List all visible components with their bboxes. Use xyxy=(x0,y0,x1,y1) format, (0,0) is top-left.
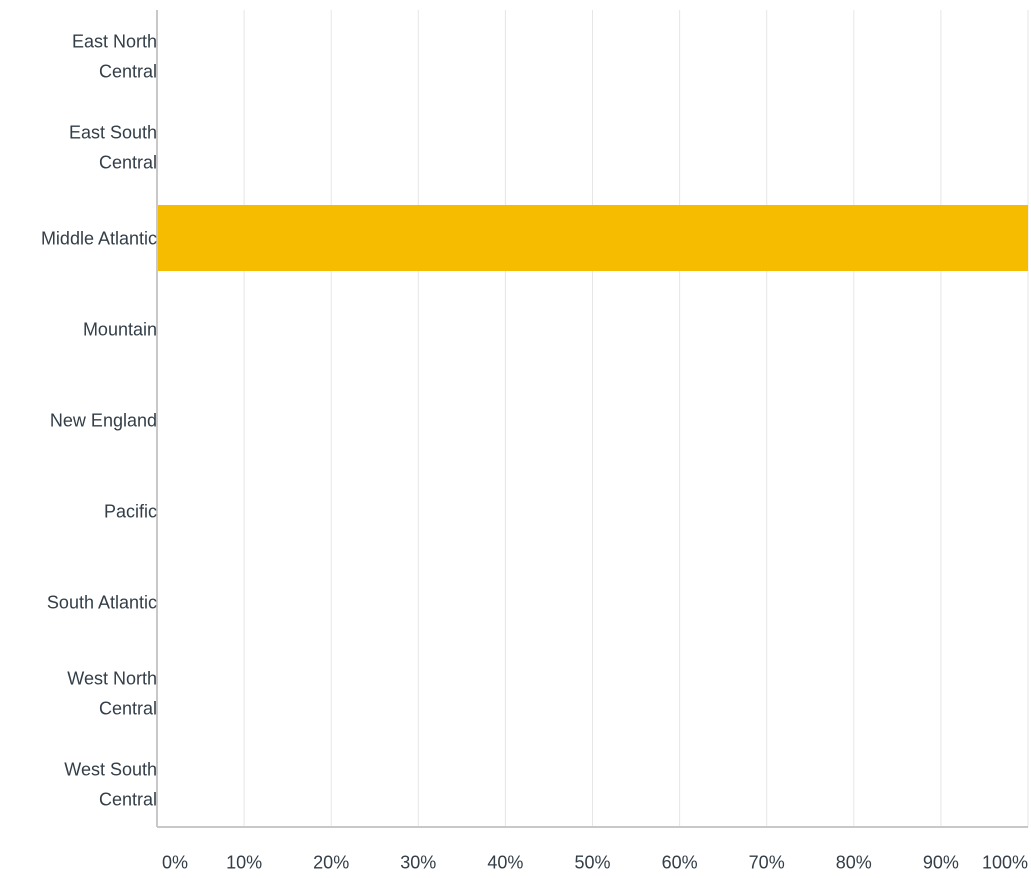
x-tick-label: 40% xyxy=(487,852,523,872)
gridlines xyxy=(243,10,1029,827)
x-tick-label: 90% xyxy=(923,852,959,872)
x-tick-label: 20% xyxy=(313,852,349,872)
bars xyxy=(157,205,1028,271)
x-tick-label: 100% xyxy=(982,852,1028,872)
axes xyxy=(156,10,1028,828)
x-tick-label: 0% xyxy=(162,852,188,872)
category-label: East North Central xyxy=(72,31,157,81)
x-tick-label: 70% xyxy=(749,852,785,872)
category-label: West North Central xyxy=(67,668,157,718)
category-label: Pacific xyxy=(104,501,157,521)
category-label: South Atlantic xyxy=(47,592,157,612)
bar[interactable] xyxy=(157,205,1028,271)
x-tick-label: 60% xyxy=(662,852,698,872)
x-tick-label: 80% xyxy=(836,852,872,872)
category-label: East South Central xyxy=(69,122,157,172)
x-tick-label: 50% xyxy=(574,852,610,872)
x-tick-label: 10% xyxy=(226,852,262,872)
category-label: West South Central xyxy=(64,759,157,809)
x-tick-label: 30% xyxy=(400,852,436,872)
category-label: Mountain xyxy=(83,319,157,339)
category-labels: East North Central East South Central Middle… xyxy=(41,31,157,809)
x-tick-labels: 0% 10% 20% 30% 40% 50% 60% 70% 80% 90% 100% xyxy=(162,852,1028,872)
category-label: New England xyxy=(50,410,157,430)
category-label: Middle Atlantic xyxy=(41,228,157,248)
